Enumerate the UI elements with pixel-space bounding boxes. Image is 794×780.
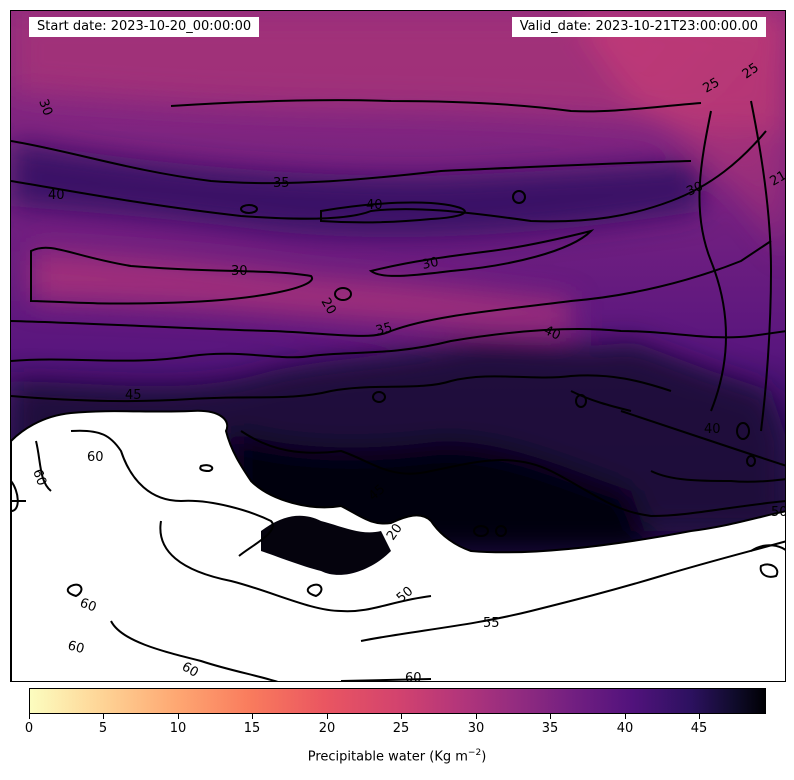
colorbar-tick	[625, 714, 626, 719]
colorbar-tick-label: 40	[616, 721, 634, 736]
colorbar-tick-label: 25	[392, 721, 410, 736]
field-shading	[11, 11, 785, 551]
contour-label: 50	[771, 505, 786, 520]
colorbar-title-suffix: )	[481, 749, 487, 765]
contour-label: 25	[701, 75, 723, 96]
colorbar-tick	[699, 714, 700, 719]
contour-label-group: 30 25 25 21 35 40 40 30 30 30 20 35 40 4…	[29, 60, 787, 682]
colorbar-title-exponent: −2	[467, 748, 482, 758]
colorbar-title: Precipitable water (Kg m−2)	[0, 748, 794, 764]
contour-label: 40	[48, 188, 65, 203]
colorbar-tick-label: 20	[318, 721, 336, 736]
colorbar-tick-label: 0	[24, 721, 34, 736]
contour-label: 30	[35, 97, 55, 118]
contour-label: 20	[318, 296, 339, 318]
colorbar-tick	[401, 714, 402, 719]
colorbar-tick	[103, 714, 104, 719]
contour-label: 60	[87, 450, 104, 465]
contour-label: 30	[421, 255, 440, 273]
colorbar-tick-label: 45	[690, 721, 708, 736]
colorbar-tick-label: 5	[98, 721, 108, 736]
colorbar-title-text: Precipitable water (Kg m	[307, 749, 468, 765]
contour-label: 45	[125, 388, 142, 403]
contour-label: 35	[273, 176, 290, 191]
colorbar-tick	[29, 714, 30, 719]
contour-label: 60	[66, 638, 86, 657]
contour-label: 60	[29, 467, 49, 488]
contour-label: 60	[405, 671, 422, 682]
colorbar-tick	[476, 714, 477, 719]
colorbar-tick	[327, 714, 328, 719]
colorbar-tick	[550, 714, 551, 719]
valid-date-label: Valid_date: 2023-10-21T23:00:00.00	[511, 17, 766, 37]
contour-label: 21	[768, 168, 787, 189]
contour-label: 60	[78, 596, 99, 616]
colorbar-tick-label: 10	[169, 721, 187, 736]
colorbar-tick-label: 15	[243, 721, 261, 736]
colorbar-tick-label: 30	[467, 721, 485, 736]
masked-region	[11, 409, 785, 681]
contour-label: 30	[231, 264, 248, 279]
map-panel: 30 25 25 21 35 40 40 30 30 30 20 35 40 4…	[10, 10, 786, 682]
contour-label: 40	[541, 323, 562, 344]
contour-label: 35	[374, 320, 394, 339]
colorbar	[29, 688, 766, 714]
colorbar-tick	[178, 714, 179, 719]
contour-label: 40	[704, 422, 721, 437]
contour-lines	[11, 99, 785, 681]
contour-label: 30	[684, 179, 705, 200]
contour-label: 40	[366, 198, 383, 213]
contour-label: 60	[179, 659, 201, 680]
precipitable-water-map: 30 25 25 21 35 40 40 30 30 30 20 35 40 4…	[11, 11, 787, 682]
colorbar-tick-label: 35	[541, 721, 559, 736]
colorbar-tick	[252, 714, 253, 719]
contour-label: 55	[483, 616, 500, 631]
start-date-label: Start date: 2023-10-20_00:00:00	[29, 17, 260, 37]
